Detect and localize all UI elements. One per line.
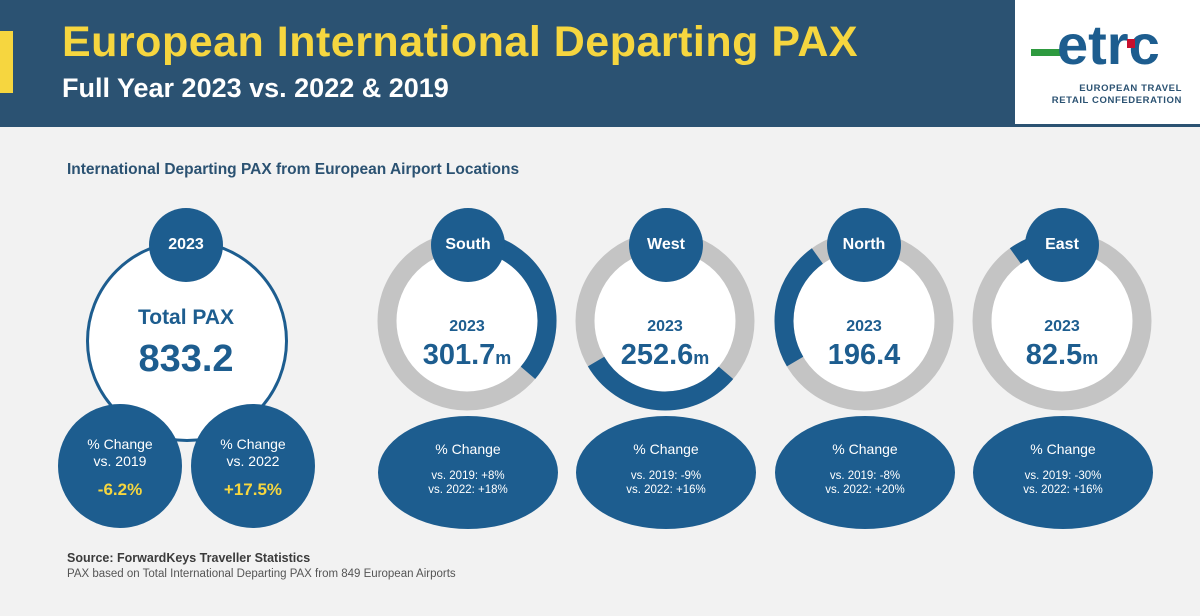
west-vs-2022: vs. 2022: +16% xyxy=(626,484,706,496)
yellow-accent-bar xyxy=(0,31,13,93)
east-year: 2023 xyxy=(1044,318,1080,335)
south-vs-2022: vs. 2022: +18% xyxy=(428,484,508,496)
north-badge xyxy=(827,208,901,282)
east-vs-2019: vs. 2019: -30% xyxy=(1024,470,1102,482)
north-vs-2022: vs. 2022: +20% xyxy=(825,484,905,496)
logo-text-line1: EUROPEAN TRAVEL xyxy=(1079,83,1182,94)
north-name: North xyxy=(842,236,886,253)
east-change-title: % Change xyxy=(1030,441,1096,457)
total-year-badge: 2023 xyxy=(149,208,223,282)
logo-green-dash xyxy=(1031,49,1061,56)
east-badge xyxy=(1025,208,1099,282)
north-change-title: % Change xyxy=(832,441,898,457)
east-value: 82.5m xyxy=(1025,339,1099,371)
west-badge xyxy=(629,208,703,282)
total-pax-label: Total PAX xyxy=(137,306,235,329)
north-year: 2023 xyxy=(846,318,882,335)
south-change-ellipse: % Change vs. 2019: +8% vs. 2022: +18% xyxy=(378,416,558,529)
change-vs-2019-value: -6.2% xyxy=(97,480,143,499)
logo-wordmark: etrc xyxy=(1057,14,1160,76)
west-year: 2023 xyxy=(647,318,683,335)
south-change-title: % Change xyxy=(435,441,501,457)
footnote: PAX based on Total International Departi… xyxy=(67,568,456,580)
total-pax-value: 833.2 xyxy=(138,338,234,380)
north-change-ellipse: % Change vs. 2019: -8% vs. 2022: +20% xyxy=(775,416,955,529)
change-vs-2022-circle: % Change vs. 2022 +17.5% xyxy=(191,404,315,528)
west-change-ellipse: % Change vs. 2019: -9% vs. 2022: +16% xyxy=(576,416,756,529)
source-credit: Source: ForwardKeys Traveller Statistics xyxy=(67,551,311,565)
etrc-logo: etrc EUROPEAN TRAVEL RETAIL CONFEDERATIO… xyxy=(1015,0,1200,124)
change-vs-2022-value: +17.5% xyxy=(223,480,283,499)
change-vs-2022-label: vs. 2022 xyxy=(226,453,280,469)
west-name: West xyxy=(647,236,685,253)
west-donut-segment xyxy=(587,356,734,411)
logo-red-mark xyxy=(1127,39,1135,48)
north-value: 196.4 xyxy=(827,339,901,371)
change-vs-2019-label: vs. 2019 xyxy=(93,453,147,469)
east-name: East xyxy=(1045,236,1079,253)
change-title: % Change xyxy=(220,436,286,452)
page-subtitle: Full Year 2023 vs. 2022 & 2019 xyxy=(62,73,449,103)
west-change-title: % Change xyxy=(633,441,699,457)
change-title: % Change xyxy=(87,436,153,452)
section-heading: International Departing PAX from Europea… xyxy=(67,161,520,178)
east-change-ellipse: % Change vs. 2019: -30% vs. 2022: +16% xyxy=(973,416,1153,529)
south-year: 2023 xyxy=(449,318,485,335)
south-name: South xyxy=(445,236,491,253)
north-vs-2019: vs. 2019: -8% xyxy=(829,470,901,482)
west-value: 252.6m xyxy=(620,339,710,371)
north-donut-segment xyxy=(774,248,824,367)
logo-text-line2: RETAIL CONFEDERATION xyxy=(1051,95,1182,106)
etrc-logo-mark: etrc xyxy=(1031,14,1160,76)
south-badge xyxy=(431,208,505,282)
east-vs-2022: vs. 2022: +16% xyxy=(1023,484,1103,496)
south-vs-2019: vs. 2019: +8% xyxy=(431,470,505,482)
page-title: European International Departing PAX xyxy=(62,18,859,66)
south-value: 301.7m xyxy=(422,339,512,371)
change-vs-2019-circle: % Change vs. 2019 -6.2% xyxy=(58,404,182,528)
header-banner: European International Departing PAX Ful… xyxy=(0,0,1200,127)
west-vs-2019: vs. 2019: -9% xyxy=(630,470,702,482)
